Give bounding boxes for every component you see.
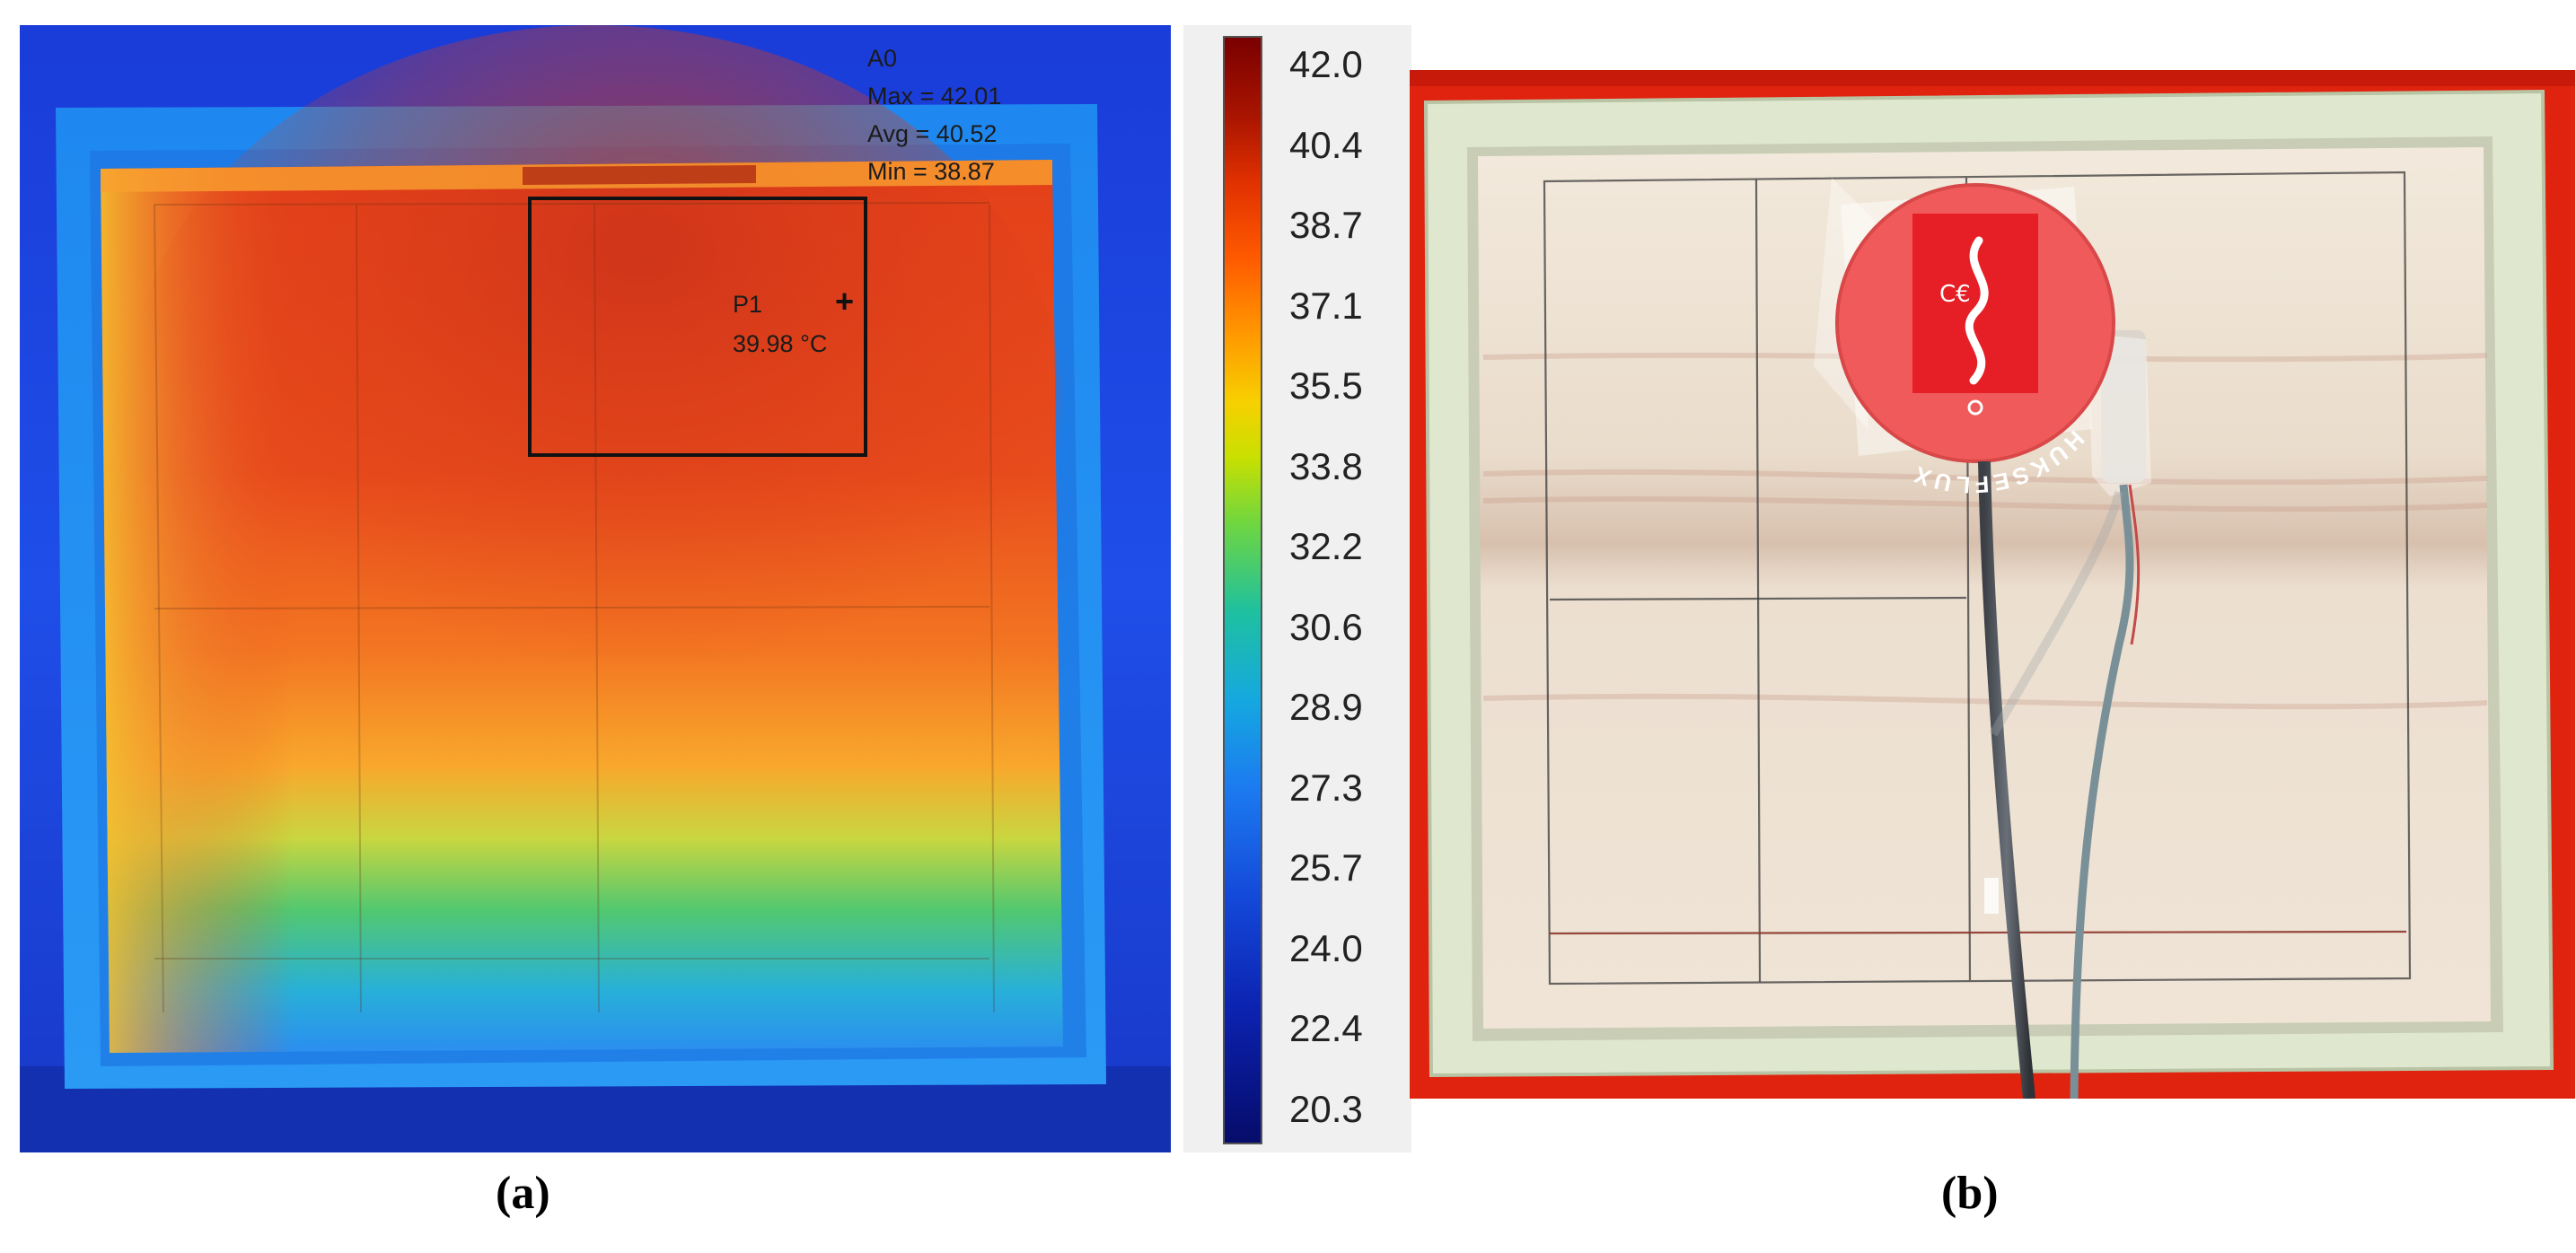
colorbar-tick-label: 20.3 bbox=[1289, 1087, 1363, 1130]
svg-text:C€: C€ bbox=[1939, 281, 1971, 308]
avg-temperature: Avg = 40.52 bbox=[867, 120, 998, 147]
colorbar-tick-label: 22.4 bbox=[1289, 1007, 1363, 1049]
colorbar-tick-label: 40.4 bbox=[1289, 123, 1363, 166]
point-label: P1 bbox=[733, 291, 763, 318]
colorbar-tick-label: 35.5 bbox=[1289, 364, 1363, 407]
area-label: A0 bbox=[867, 45, 898, 72]
colorbar-tick-label: 25.7 bbox=[1289, 846, 1363, 889]
measurement-area-box bbox=[528, 197, 867, 457]
colorbar-tick-label: 42.0 bbox=[1289, 43, 1363, 85]
panel-a-caption: (a) bbox=[496, 1168, 550, 1219]
colorbar-tick-label: 27.3 bbox=[1289, 766, 1363, 809]
point-temperature: 39.98 °C bbox=[733, 330, 828, 357]
colorbar-tick-label: 38.7 bbox=[1289, 204, 1363, 246]
panel-b-caption: (b) bbox=[1941, 1168, 1999, 1219]
colorbar-tick-label: 32.2 bbox=[1289, 525, 1363, 567]
thermal-image bbox=[20, 25, 1171, 1152]
point-crosshair-icon: + bbox=[835, 283, 855, 320]
colorbar-tick-label: 30.6 bbox=[1289, 605, 1363, 648]
max-temperature: Max = 42.01 bbox=[867, 83, 1002, 110]
thermal-image-panel: A0 Max = 42.01 Avg = 40.52 Min = 38.87 P… bbox=[20, 25, 1171, 1152]
colorbar-tick-label: 37.1 bbox=[1289, 284, 1363, 327]
sensor-photo: C€ bbox=[1410, 70, 2575, 1099]
colorbar-tick-label: 28.9 bbox=[1289, 686, 1363, 728]
colorbar-tick-label: 33.8 bbox=[1289, 444, 1363, 487]
colorbar-panel: 42.0 40.4 38.7 37.1 35.5 33.8 32.2 30.6 28.9 27.3… bbox=[1183, 25, 1411, 1152]
photo-panel: C€ HUKSEFLUX bbox=[1410, 70, 2575, 1099]
colorbar-tick-label: 24.0 bbox=[1289, 926, 1363, 969]
temperature-colorbar bbox=[1223, 36, 1262, 1144]
min-temperature: Min = 38.87 bbox=[867, 158, 995, 185]
